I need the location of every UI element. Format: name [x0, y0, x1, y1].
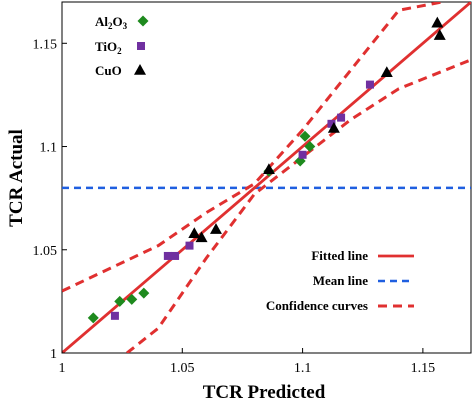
- legend-markers: Al2O3 TiO2 CuO: [95, 14, 149, 78]
- data-point-tio2: [298, 150, 307, 159]
- data-point-cuo: [195, 231, 208, 243]
- legend-marker-tio2: [137, 42, 145, 50]
- legend-label-cuo: CuO: [95, 63, 122, 78]
- fitted-line: [62, 2, 471, 353]
- data-point-cuo: [380, 66, 393, 77]
- data-point-al2o3: [138, 287, 150, 299]
- legend-marker-al2o3: [137, 15, 149, 27]
- y-tick-label: 1.1: [40, 141, 58, 156]
- data-point-tio2: [327, 119, 336, 128]
- data-point-al2o3: [304, 141, 316, 153]
- legend-label-al2o3: Al2O3: [95, 14, 128, 31]
- x-tick-label: 1.1: [294, 361, 312, 376]
- plot-frame: [61, 1, 472, 354]
- y-tick-label: 1: [50, 347, 57, 362]
- data-point-al2o3: [126, 293, 138, 305]
- y-tick-label: 1.15: [33, 37, 58, 52]
- data-point-tio2: [365, 80, 374, 89]
- data-point-tio2: [337, 113, 346, 122]
- data-point-tio2: [163, 251, 172, 260]
- confidence-curve-upper: [62, 2, 443, 293]
- x-axis-title: TCR Predicted: [203, 382, 326, 403]
- x-tick-label: 1.05: [170, 361, 195, 376]
- data-point-cuo: [262, 163, 275, 175]
- x-tick-label: 1.15: [411, 361, 436, 376]
- y-axis-title: TCR Actual: [6, 129, 27, 227]
- legend-label-fitted-line: Fitted line: [311, 248, 368, 263]
- legend-label-tio2: TiO2: [95, 39, 122, 56]
- legend-lines: Fitted line Mean line Confidence curves: [266, 248, 414, 313]
- data-point-tio2: [185, 241, 194, 250]
- data-point-cuo: [188, 227, 201, 239]
- data-point-al2o3: [299, 130, 311, 142]
- x-tick-label: 1: [59, 361, 66, 376]
- y-tick-label: 1.05: [33, 244, 58, 259]
- data-point-tio2: [171, 251, 180, 260]
- legend-label-confidence-curves: Confidence curves: [266, 298, 368, 313]
- data-point-cuo: [327, 121, 340, 133]
- data-point-al2o3: [87, 312, 99, 324]
- data-point-cuo: [433, 29, 446, 40]
- data-point-cuo: [209, 223, 222, 234]
- data-point-tio2: [110, 311, 119, 320]
- data-point-cuo: [431, 16, 444, 28]
- legend-marker-cuo: [134, 64, 146, 75]
- legend-label-mean-line: Mean line: [313, 273, 368, 288]
- data-point-al2o3: [114, 295, 126, 307]
